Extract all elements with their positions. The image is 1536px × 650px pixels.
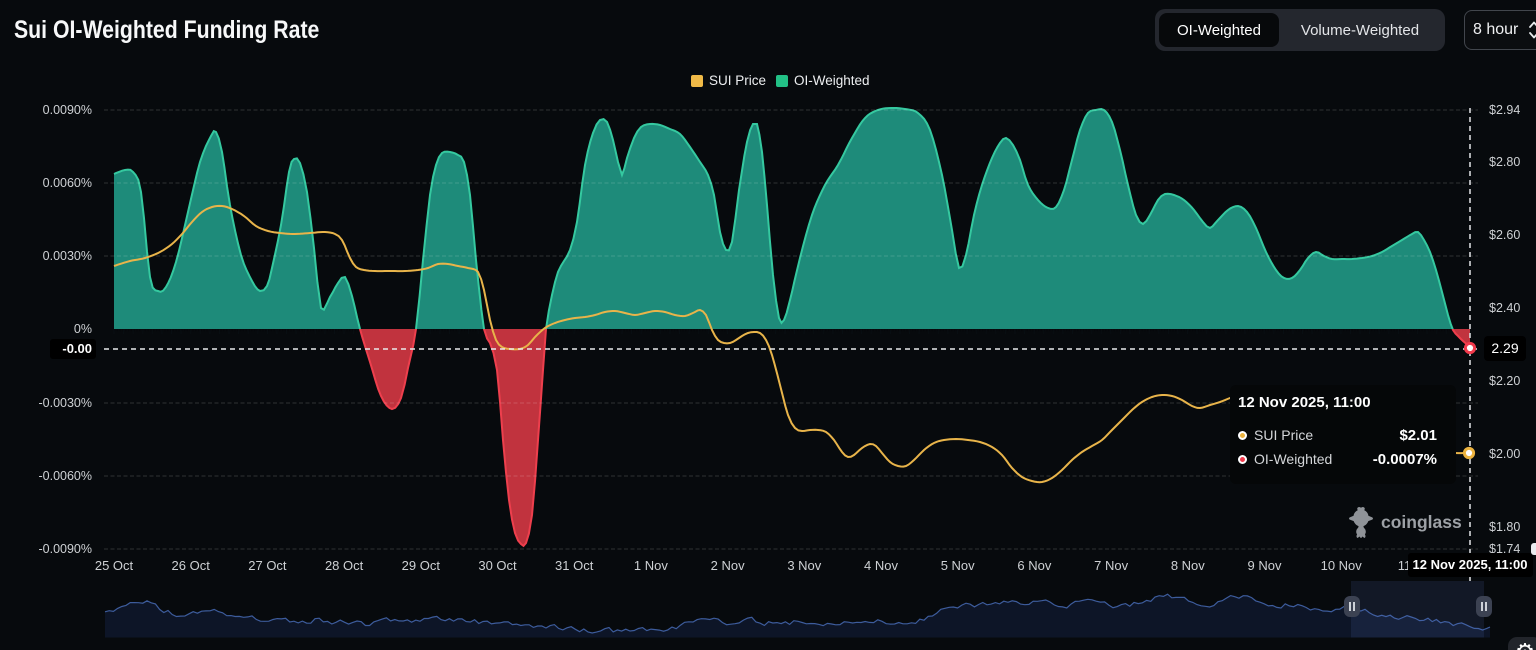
svg-text:$2.40: $2.40	[1489, 301, 1520, 315]
svg-text:$2.20: $2.20	[1489, 374, 1520, 388]
svg-text:$1.80: $1.80	[1489, 520, 1520, 534]
svg-text:0.0060%: 0.0060%	[43, 176, 92, 190]
svg-text:7 Nov: 7 Nov	[1094, 558, 1128, 573]
svg-text:$2.80: $2.80	[1489, 155, 1520, 169]
svg-text:2.29: 2.29	[1491, 340, 1518, 356]
svg-text:29 Oct: 29 Oct	[402, 558, 441, 573]
svg-text:1 Nov: 1 Nov	[634, 558, 668, 573]
svg-text:28 Oct: 28 Oct	[325, 558, 364, 573]
svg-text:0.0090%: 0.0090%	[43, 103, 92, 117]
svg-text:-0.00: -0.00	[62, 341, 92, 356]
svg-text:26 Oct: 26 Oct	[172, 558, 211, 573]
svg-text:-0.0090%: -0.0090%	[38, 542, 92, 556]
svg-text:0.0030%: 0.0030%	[43, 249, 92, 263]
svg-text:$2.60: $2.60	[1489, 228, 1520, 242]
svg-text:12 Nov 2025, 11:00: 12 Nov 2025, 11:00	[1413, 557, 1528, 572]
svg-text:0%: 0%	[74, 322, 92, 336]
svg-text:31 Oct: 31 Oct	[555, 558, 594, 573]
svg-text:-0.0030%: -0.0030%	[38, 396, 92, 410]
svg-text:$1.74: $1.74	[1489, 542, 1520, 556]
svg-text:25 Oct: 25 Oct	[95, 558, 134, 573]
svg-text:9 Nov: 9 Nov	[1248, 558, 1282, 573]
svg-text:$2.00: $2.00	[1489, 447, 1520, 461]
svg-text:6 Nov: 6 Nov	[1017, 558, 1051, 573]
svg-text:3 Nov: 3 Nov	[787, 558, 821, 573]
svg-text:-0.0060%: -0.0060%	[38, 469, 92, 483]
svg-text:8 Nov: 8 Nov	[1171, 558, 1205, 573]
svg-text:4 Nov: 4 Nov	[864, 558, 898, 573]
svg-text:$2.94: $2.94	[1489, 103, 1520, 117]
svg-text:30 Oct: 30 Oct	[478, 558, 517, 573]
svg-text:2 Nov: 2 Nov	[711, 558, 745, 573]
svg-text:5 Nov: 5 Nov	[941, 558, 975, 573]
svg-text:27 Oct: 27 Oct	[248, 558, 287, 573]
svg-text:10 Nov: 10 Nov	[1321, 558, 1363, 573]
